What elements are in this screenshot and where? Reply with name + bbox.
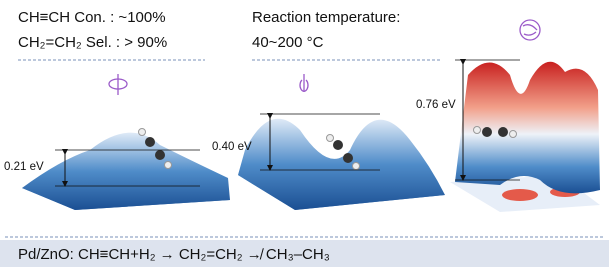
barrier-label: 0.21 eV — [4, 161, 44, 173]
temperature-range: 40~200 °C — [252, 34, 324, 51]
barrier-label: 0.40 eV — [212, 141, 252, 153]
selectivity: CH₂=CH₂ Sel. : > 90% — [18, 34, 167, 51]
surface-1 — [22, 129, 230, 211]
reaction: Pd/ZnO: CH≡CH+H₂ → CH₂=CH₂ ↛ CH₃–CH₃ — [18, 246, 330, 263]
barrier-label: 0.76 eV — [416, 99, 456, 111]
conversion: CH≡CH Con. : ~100% — [18, 9, 166, 26]
figure: CH≡CH Con. : ~100% CH₂=CH₂ Sel. : > 90% … — [0, 0, 609, 267]
surface-3 — [450, 62, 600, 212]
surface-2 — [238, 119, 445, 210]
temperature-label: Reaction temperature: — [252, 9, 400, 26]
